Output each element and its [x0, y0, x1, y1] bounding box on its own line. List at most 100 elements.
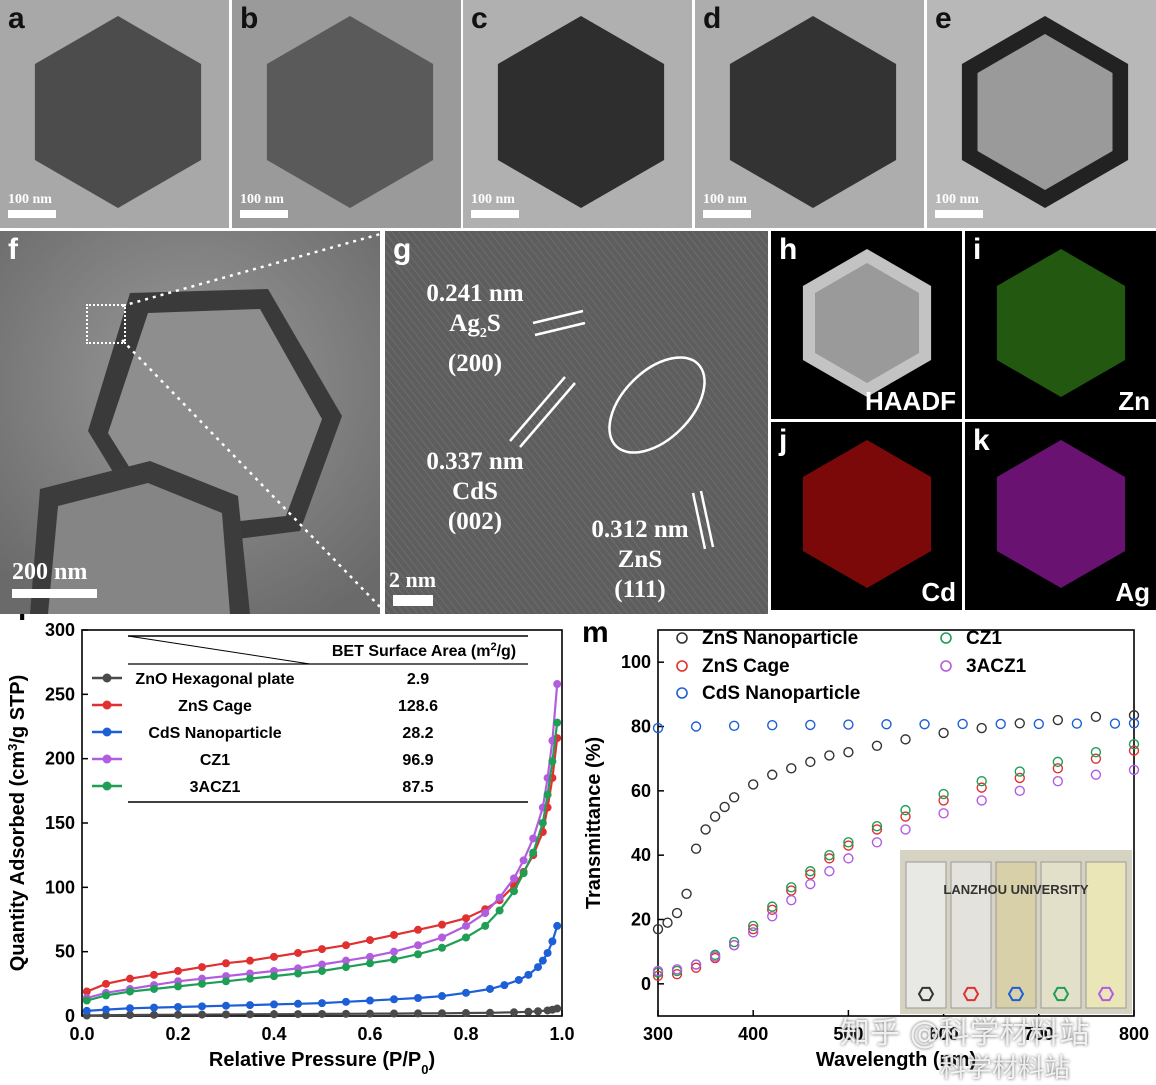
scale-bar-label: 100 nm — [240, 192, 284, 207]
data-point — [500, 981, 509, 990]
tem-panel-c: c 100 nm — [463, 0, 692, 228]
panel-letter: a — [8, 2, 25, 35]
data-point — [318, 960, 326, 969]
legend-marker — [676, 632, 688, 644]
data-point — [881, 719, 892, 730]
data-point — [1014, 785, 1025, 797]
data-point — [390, 955, 398, 964]
data-point — [519, 869, 528, 878]
data-point — [1014, 772, 1025, 784]
eds-map-j: j Cd — [771, 422, 962, 610]
data-point — [900, 824, 911, 835]
data-point — [514, 975, 523, 984]
data-point — [414, 925, 422, 934]
data-point — [995, 718, 1006, 730]
data-point — [126, 974, 134, 983]
data-point — [414, 950, 422, 959]
data-point — [543, 790, 552, 799]
scale-bar — [12, 589, 97, 598]
data-point — [462, 921, 470, 930]
data-point — [652, 965, 664, 977]
data-point — [1052, 756, 1064, 768]
data-point — [534, 1007, 542, 1016]
data-point — [843, 747, 854, 758]
element-label: Cd — [921, 577, 956, 607]
zoom-box — [86, 304, 126, 344]
panel-letter: j — [779, 424, 788, 457]
legend-marker — [102, 781, 112, 791]
data-point — [671, 968, 683, 980]
data-point — [342, 956, 350, 965]
data-point — [318, 1009, 326, 1018]
scale-bar-label: 200 nm — [12, 559, 88, 585]
legend-marker — [102, 754, 112, 764]
data-point — [728, 720, 740, 732]
panel-letter: g — [393, 233, 412, 266]
data-point — [976, 722, 987, 734]
data-point — [102, 1005, 110, 1014]
data-point — [747, 779, 759, 790]
series-zns-cage — [652, 745, 1140, 981]
eds-image — [996, 249, 1126, 397]
series-cds-nanoparticle — [82, 921, 562, 1015]
scale-bar — [240, 210, 288, 218]
data-point — [709, 811, 721, 822]
data-point — [1014, 766, 1025, 777]
data-point — [270, 1000, 278, 1009]
data-point — [318, 966, 326, 975]
data-point — [150, 1003, 158, 1012]
legend-label: 3ACZ1 — [966, 656, 1027, 677]
data-point — [976, 775, 987, 787]
x-tick-label: 0.2 — [165, 1024, 190, 1044]
data-point — [728, 940, 740, 951]
hrtem-image — [385, 231, 768, 614]
x-tick-label: 0.8 — [453, 1024, 478, 1044]
data-point — [690, 843, 702, 854]
data-point — [900, 734, 911, 745]
x-tick-label: 0.0 — [69, 1024, 94, 1044]
data-point — [553, 1004, 562, 1013]
data-point — [900, 811, 911, 822]
data-point — [82, 996, 91, 1005]
scale-bar-label: 100 nm — [703, 192, 747, 207]
data-point — [1014, 718, 1025, 729]
data-point — [174, 1002, 182, 1011]
legend-label: CZ1 — [200, 752, 230, 769]
data-point — [390, 995, 398, 1004]
x-tick-label: 700 — [1024, 1024, 1054, 1044]
data-point — [919, 719, 930, 730]
data-point — [462, 988, 470, 997]
data-point — [174, 982, 182, 991]
data-point — [1090, 747, 1102, 758]
data-point — [805, 756, 816, 768]
data-point — [805, 866, 816, 877]
chart-m: 300 400 500 600 700 800 0 20 40 60 80 100 m Wavelengt… — [582, 616, 1149, 1071]
data-point — [652, 970, 664, 981]
data-point — [438, 992, 446, 1001]
data-point — [747, 927, 759, 938]
data-point — [510, 874, 518, 883]
legend-label: CdS Nanoparticle — [702, 683, 860, 704]
data-point — [366, 952, 374, 961]
data-point — [1128, 710, 1140, 721]
data-point — [543, 948, 552, 957]
data-point — [747, 920, 759, 932]
x-tick-label: 600 — [929, 1024, 959, 1044]
lattice-label-zns: 0.312 nm ZnS (111) — [591, 516, 689, 603]
data-point — [438, 943, 446, 952]
data-point — [414, 1009, 422, 1018]
legend-marker — [102, 700, 112, 710]
legend-label: ZnS Cage — [178, 698, 252, 715]
panel-g: g 0.241 nm Ag2S (200) 0.337 nm CdS (002)… — [385, 231, 768, 614]
data-point — [82, 1006, 91, 1015]
data-point — [553, 680, 562, 689]
data-point — [270, 972, 278, 981]
data-point — [126, 1010, 134, 1019]
data-point — [198, 979, 206, 988]
data-point — [102, 991, 110, 1000]
cuvette-marker — [1052, 986, 1070, 1002]
data-point — [824, 750, 835, 761]
y-tick-label: 200 — [45, 749, 75, 769]
x-axis-label: Relative Pressure (P/P0) — [209, 1049, 435, 1077]
data-point — [767, 904, 778, 916]
